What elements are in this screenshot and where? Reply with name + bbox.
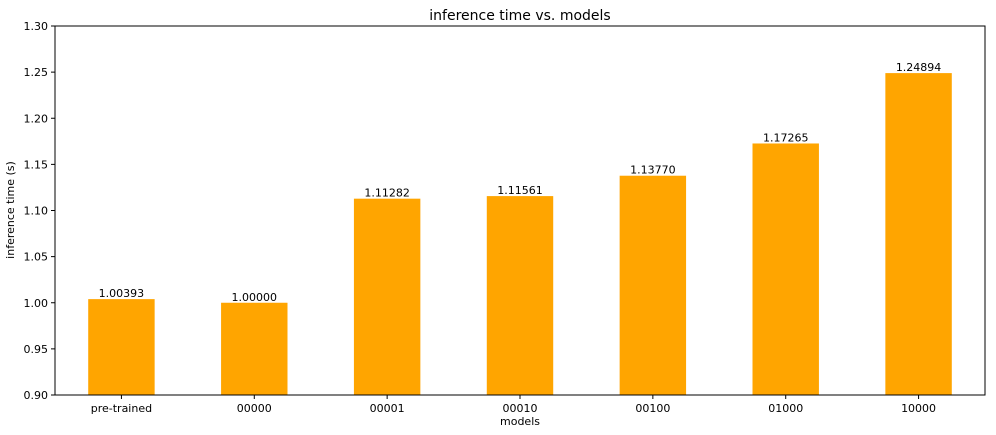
bar-00010 [486, 196, 554, 395]
x-tick-label: 10000 [901, 402, 936, 415]
plot-frame [54, 25, 986, 396]
data-label-00000: 1.00000 [232, 291, 278, 304]
y-tick-label: 1.05 [24, 251, 49, 264]
x-tick-label: 00100 [635, 402, 670, 415]
x-tick-label: 00010 [503, 402, 538, 415]
data-label-00010: 1.11561 [497, 184, 543, 197]
data-label-01000: 1.17265 [763, 131, 809, 144]
x-axis-label: models [500, 415, 540, 428]
y-tick-label: 1.10 [24, 205, 49, 218]
y-tick-label: 1.15 [24, 158, 49, 171]
y-axis-label: inference time (s) [4, 161, 17, 259]
bar-pre-trained [88, 299, 155, 395]
data-label-00001: 1.11282 [364, 187, 410, 200]
bar-10000 [885, 73, 952, 396]
bar-01000 [752, 143, 819, 395]
bar-00100 [619, 175, 687, 395]
bar-00000 [221, 302, 288, 395]
y-tick-label: 1.25 [24, 66, 49, 79]
chart-title: inference time vs. models [429, 8, 610, 24]
data-label-00100: 1.13770 [630, 164, 676, 177]
data-label-pre-trained: 1.00393 [99, 287, 145, 300]
data-label-10000: 1.24894 [896, 61, 942, 74]
y-tick-label: 0.95 [24, 343, 49, 356]
bar-00001 [353, 198, 421, 395]
y-axis: 0.90 0.95 1.00 1.05 1.10 1.15 1.20 1.25 1.30 [24, 20, 55, 402]
y-tick-label: 1.00 [24, 297, 49, 310]
bars-group: 1.00393 1.00000 1.11282 1.11561 1.13770 1.172… [88, 61, 952, 396]
y-tick-label: 1.30 [24, 20, 49, 33]
y-tick-label: 1.20 [24, 112, 49, 125]
x-tick-label: 00001 [370, 402, 405, 415]
x-tick-label: pre-trained [91, 402, 152, 415]
x-tick-label: 01000 [768, 402, 803, 415]
y-tick-label: 0.90 [24, 389, 49, 402]
x-tick-label: 00000 [237, 402, 272, 415]
x-axis: pre-trained 00000 00001 00010 00100 01000 1000… [91, 395, 936, 415]
